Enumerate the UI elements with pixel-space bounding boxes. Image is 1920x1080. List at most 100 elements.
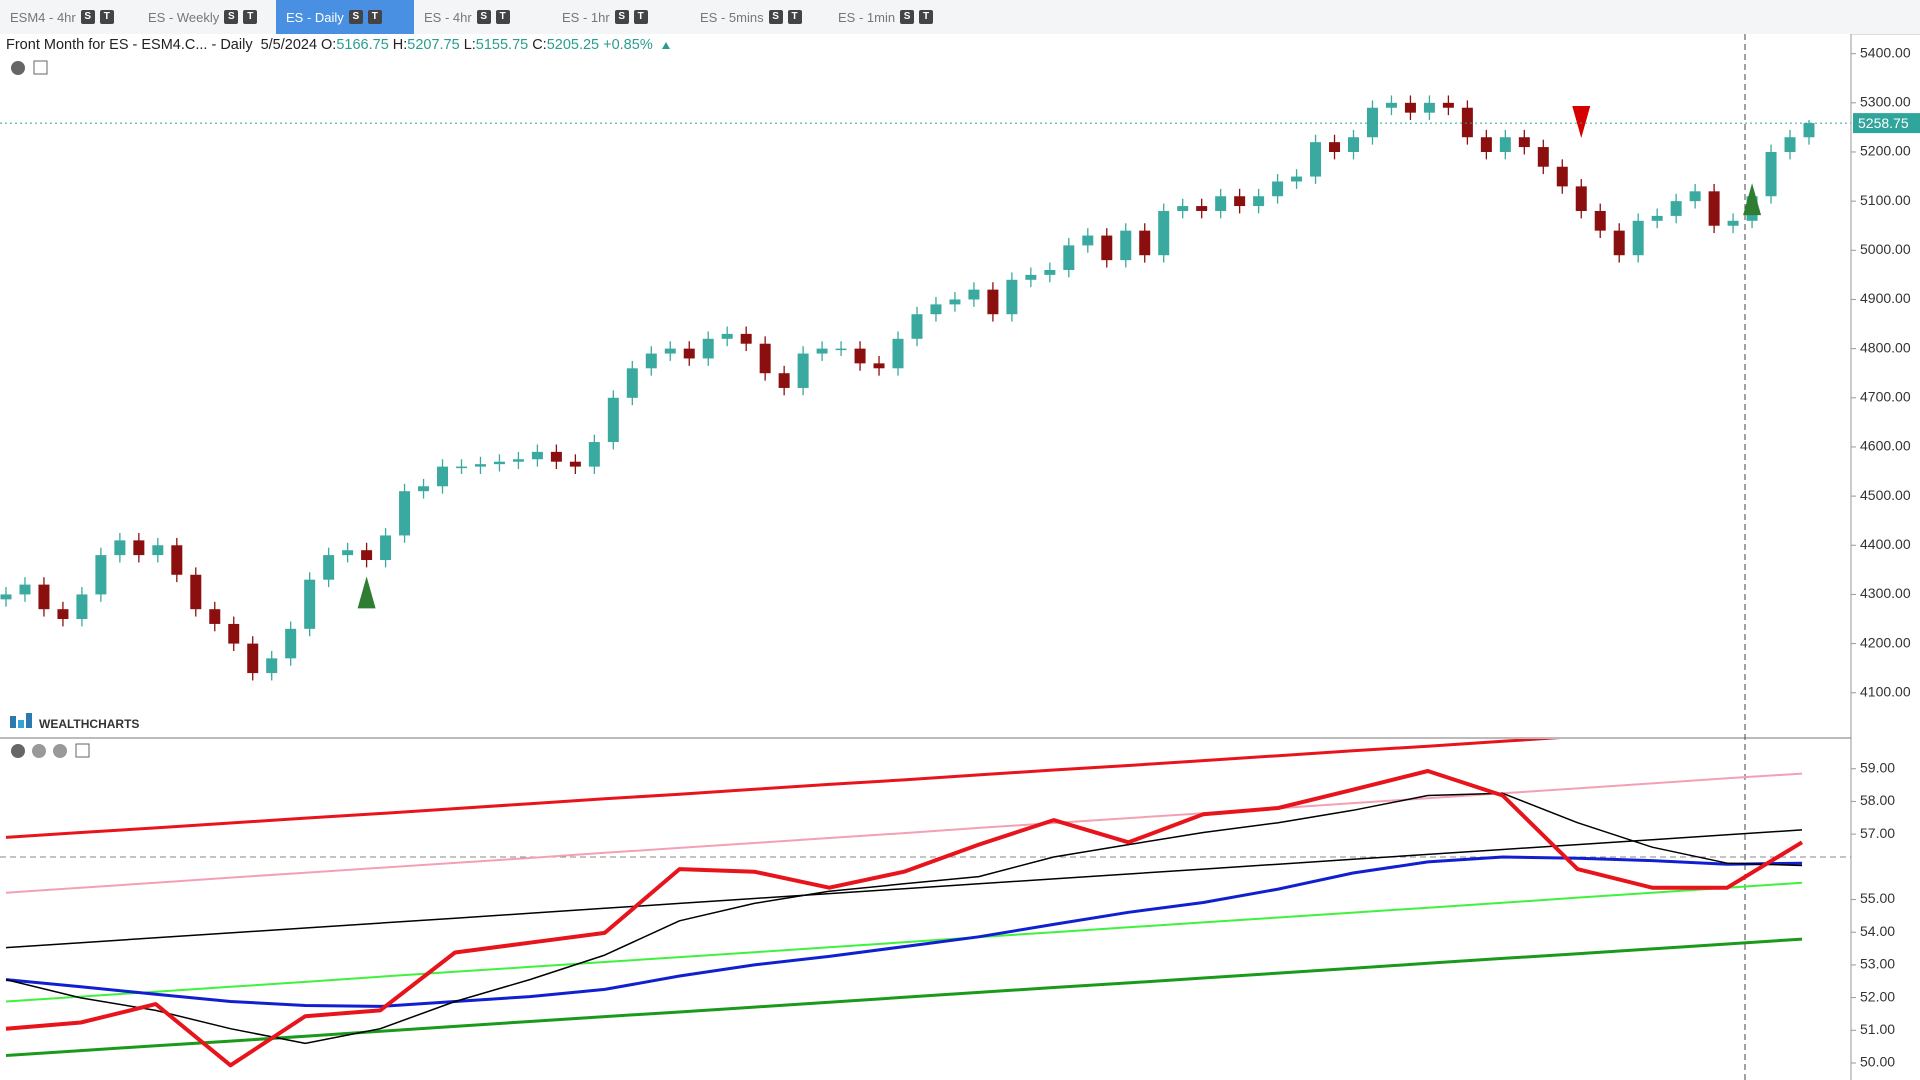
candle-body <box>1196 206 1208 211</box>
candle-body <box>38 584 50 610</box>
candle-body <box>1480 137 1492 152</box>
last-price-label: 5258.75 <box>1858 115 1909 131</box>
tab-bar: ESM4 - 4hr S T ES - Weekly S T ES - Daily S T ES … <box>0 0 1920 35</box>
candle-body <box>1215 196 1227 211</box>
tab-badge: S <box>80 10 95 24</box>
tool-icon[interactable] <box>75 743 90 758</box>
candle-body <box>1499 137 1511 152</box>
change-arrow-shape <box>661 42 670 49</box>
candle-body <box>759 343 771 374</box>
candle-body <box>645 353 657 369</box>
y-tick-label: 4600.00 <box>1860 438 1911 454</box>
candle-body <box>190 574 202 610</box>
candle-body <box>816 348 828 354</box>
candle-body <box>1025 274 1037 280</box>
tool-icon[interactable] <box>33 60 48 75</box>
y-tick-label: 50.00 <box>1860 1054 1895 1070</box>
price-plot <box>0 95 1815 681</box>
candle-body <box>797 353 809 388</box>
tab-badge: S <box>476 10 491 24</box>
tab-badge: T <box>243 10 258 24</box>
candle-body <box>1006 279 1018 315</box>
tab[interactable]: ES - 1hr S T <box>552 0 690 34</box>
candle-body <box>1348 137 1360 152</box>
candle-body <box>531 451 543 460</box>
candle-body <box>1082 235 1094 246</box>
candle-body <box>1385 102 1397 108</box>
candle-body <box>550 451 562 462</box>
candle-body <box>1044 269 1056 275</box>
ohlc-label: H: <box>392 37 408 53</box>
indicator-line <box>5 855 1803 1008</box>
tab-badge: T <box>787 10 802 24</box>
date: 5/5/2024 <box>260 37 318 53</box>
candle-body <box>1253 196 1265 207</box>
candle-body <box>1651 215 1663 221</box>
logo-icon <box>18 720 24 728</box>
candle-body <box>474 464 486 467</box>
y-tick-label: 53.00 <box>1860 956 1895 972</box>
candle-body <box>1404 102 1416 113</box>
tab[interactable]: ES - Weekly S T <box>138 0 276 34</box>
tool-icon[interactable] <box>53 744 67 758</box>
tab-badge: S <box>900 10 915 24</box>
tab-badge: T <box>367 10 382 24</box>
tab-badge: T <box>633 10 648 24</box>
y-tick-label: 4300.00 <box>1860 585 1911 601</box>
candle-body <box>323 555 335 580</box>
candle-body <box>133 540 145 556</box>
y-tick-label: 51.00 <box>1860 1021 1895 1037</box>
candle-body <box>1765 151 1777 197</box>
tool-icon[interactable] <box>32 744 46 758</box>
candle-body <box>1366 107 1378 138</box>
candle-body <box>95 555 107 595</box>
y-tick-label: 4200.00 <box>1860 634 1911 650</box>
candle-body <box>1329 142 1341 152</box>
y-tick-label: 4100.00 <box>1860 683 1911 699</box>
candle-body <box>512 459 524 462</box>
tool-icon[interactable] <box>11 744 25 758</box>
buy-signal <box>357 576 376 609</box>
tab[interactable]: ESM4 - 4hr S T <box>0 0 138 34</box>
tab[interactable]: ES - Daily S T <box>276 0 414 34</box>
tab[interactable]: ES - 1min S T <box>828 0 966 34</box>
chart-header: Front Month for ES - ESM4.C... - Daily 5/… <box>6 35 671 55</box>
y-tick-label: 5200.00 <box>1860 143 1911 159</box>
tab-label: ES - 1hr <box>562 9 610 25</box>
tab[interactable]: ES - 4hr S T <box>414 0 552 34</box>
candle-body <box>1613 230 1625 256</box>
candle-body <box>0 594 12 600</box>
candle-body <box>57 609 69 620</box>
y-tick-label: 4500.00 <box>1860 487 1911 503</box>
candle-body <box>266 658 278 674</box>
candle-body <box>683 348 695 359</box>
candle-body <box>1670 201 1682 216</box>
y-tick-label: 52.00 <box>1860 988 1895 1004</box>
tab[interactable]: ES - 5mins S T <box>690 0 828 34</box>
tool-icon[interactable] <box>11 61 25 75</box>
candle-body <box>873 363 885 369</box>
tab-label: ES - Weekly <box>148 9 220 25</box>
y-tick-label: 4900.00 <box>1860 290 1911 306</box>
candle-body <box>171 545 183 575</box>
candle-body <box>1272 181 1284 197</box>
candle-body <box>1803 123 1815 138</box>
candle-body <box>930 304 942 315</box>
candle-body <box>1101 235 1113 261</box>
candle-body <box>228 623 240 644</box>
candle-body <box>1139 230 1151 256</box>
change: +0.85% <box>603 37 653 53</box>
indicator-line <box>5 937 1803 1057</box>
panel-tools[interactable] <box>11 60 90 758</box>
candle-body <box>342 550 354 556</box>
ohlc-label: O: <box>321 37 337 53</box>
candle-body <box>114 540 126 556</box>
candle-body <box>626 368 638 398</box>
candle-body <box>987 289 999 315</box>
candle-body <box>380 535 392 561</box>
y-tick-label: 57.00 <box>1860 825 1895 841</box>
candle-body <box>1177 206 1189 211</box>
y-tick-label: 58.00 <box>1860 792 1895 808</box>
